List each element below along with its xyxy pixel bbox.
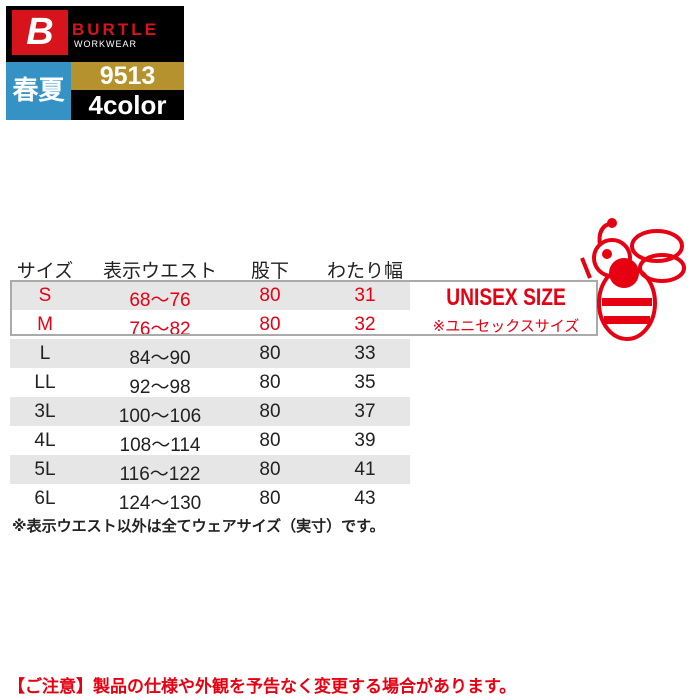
cell-inseam: 80 <box>259 343 281 364</box>
cell-inseam: 80 <box>259 488 281 509</box>
brand-name: BURTLE <box>72 20 159 39</box>
cell-waist: 68〜76 <box>129 290 191 311</box>
cell-thigh: 31 <box>354 285 376 306</box>
table-row: 3L 100〜106 80 37 <box>10 397 410 427</box>
header-size: サイズ <box>16 261 74 282</box>
size-note: ※表示ウエスト以外は全てウェアサイズ（実寸）です。 <box>12 517 385 535</box>
cell-inseam: 80 <box>259 314 281 335</box>
cell-waist: 100〜106 <box>118 406 202 427</box>
unisex-title: UNISEX SIZE <box>446 284 566 311</box>
header-waist: 表示ウエスト <box>102 261 217 282</box>
cell-thigh: 33 <box>354 343 376 364</box>
cell-waist: 116〜122 <box>119 464 201 485</box>
unisex-subtitle: ※ユニセックスサイズ <box>432 317 580 335</box>
cell-thigh: 37 <box>354 401 376 422</box>
season-badge: 春夏 <box>6 62 71 120</box>
table-row: 5L 116〜122 80 41 <box>10 455 410 485</box>
cell-waist: 124〜130 <box>118 493 202 514</box>
cell-inseam: 80 <box>259 459 281 480</box>
cell-size: L <box>39 343 51 364</box>
table-header: サイズ 表示ウエスト 股下 わたり幅 <box>10 252 410 282</box>
cell-inseam: 80 <box>259 372 281 393</box>
table-row: 4L 108〜114 80 39 <box>10 426 410 456</box>
burtle-b-icon: B <box>12 10 68 55</box>
header-inseam: 股下 <box>250 261 289 282</box>
bee-mascot-icon <box>580 218 686 341</box>
cell-size: LL <box>34 372 56 393</box>
cell-waist: 108〜114 <box>119 435 201 456</box>
cell-thigh: 43 <box>354 488 376 509</box>
color-count: 4color <box>88 90 167 120</box>
cell-thigh: 35 <box>354 372 376 393</box>
cell-inseam: 80 <box>259 430 281 451</box>
cell-size: 5L <box>34 459 56 480</box>
cell-thigh: 39 <box>354 430 376 451</box>
cell-size: M <box>37 314 53 335</box>
table-row: LL 92〜98 80 35 <box>10 368 410 398</box>
cell-inseam: 80 <box>259 401 281 422</box>
cell-size: 3L <box>34 401 56 422</box>
unisex-border <box>10 280 598 336</box>
cell-size: S <box>38 285 52 306</box>
brand-subtitle: WORKWEAR <box>74 39 137 49</box>
table-row: S 68〜76 80 31 <box>10 281 410 311</box>
header-thigh: わたり幅 <box>326 261 403 282</box>
model-number: 9513 <box>71 62 184 90</box>
table-row: 6L 124〜130 80 43 <box>10 484 410 514</box>
cell-waist: 84〜90 <box>129 348 191 369</box>
cell-inseam: 80 <box>259 285 281 306</box>
cell-thigh: 32 <box>354 314 376 335</box>
cell-waist: 92〜98 <box>129 377 191 398</box>
caution-notice: 【ご注意】製品の仕様や外観を予告なく変更する場合があります。 <box>8 677 517 697</box>
cell-size: 6L <box>34 488 56 509</box>
table-row: L 84〜90 80 33 <box>10 339 410 369</box>
cell-size: 4L <box>34 430 56 451</box>
cell-thigh: 41 <box>354 459 376 480</box>
